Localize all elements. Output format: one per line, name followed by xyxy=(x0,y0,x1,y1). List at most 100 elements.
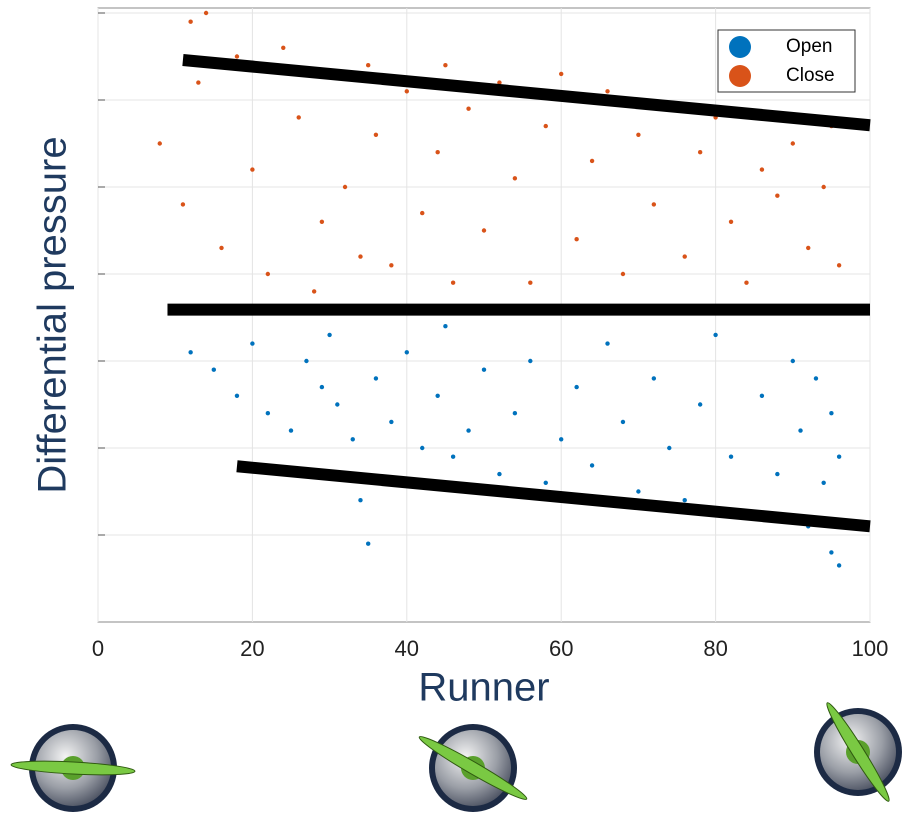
data-point xyxy=(790,141,795,146)
data-point xyxy=(420,210,425,216)
data-point xyxy=(281,45,286,50)
data-point xyxy=(443,62,448,68)
data-point xyxy=(497,80,502,85)
data-point xyxy=(311,289,317,294)
data-point xyxy=(813,376,819,381)
knob-icon xyxy=(418,724,528,812)
data-point xyxy=(836,563,842,568)
data-point xyxy=(188,350,193,355)
trend-line xyxy=(236,460,871,533)
x-tick-label: 20 xyxy=(240,636,264,661)
data-point xyxy=(358,498,363,503)
data-point xyxy=(605,341,610,346)
data-point xyxy=(319,219,325,224)
data-point xyxy=(443,324,448,329)
data-point xyxy=(342,184,348,190)
data-point xyxy=(350,437,355,442)
data-point xyxy=(420,445,425,451)
data-point xyxy=(366,62,371,68)
data-point xyxy=(775,193,780,198)
x-axis-label: Runner xyxy=(418,666,549,710)
data-point xyxy=(667,445,672,451)
data-point xyxy=(358,254,363,259)
data-point xyxy=(265,271,271,277)
data-point xyxy=(196,80,201,85)
data-point xyxy=(481,228,487,233)
data-point xyxy=(335,402,340,407)
knob-icon xyxy=(814,702,902,802)
data-point xyxy=(836,454,842,459)
data-point xyxy=(559,71,564,77)
x-tick-label: 60 xyxy=(549,636,573,661)
data-point xyxy=(296,115,301,120)
data-point xyxy=(528,280,533,285)
data-point xyxy=(512,411,518,416)
data-point xyxy=(574,384,579,390)
data-point xyxy=(234,393,240,398)
data-point xyxy=(389,263,394,268)
data-point xyxy=(373,376,379,381)
data-point xyxy=(366,541,371,546)
data-point xyxy=(620,419,626,425)
data-point xyxy=(836,263,842,268)
x-tick-label: 100 xyxy=(852,636,889,661)
data-point xyxy=(435,393,440,398)
data-point xyxy=(288,428,294,433)
data-point xyxy=(759,167,765,172)
data-point xyxy=(651,376,657,381)
legend-label: Open xyxy=(786,36,832,57)
data-point xyxy=(697,150,703,155)
trend-line xyxy=(182,54,871,132)
legend-marker xyxy=(729,65,751,87)
data-point xyxy=(829,550,834,555)
data-point xyxy=(250,167,255,172)
data-point xyxy=(821,184,826,190)
data-point xyxy=(389,419,394,425)
data-point xyxy=(404,89,409,94)
data-point xyxy=(559,437,564,442)
data-point xyxy=(759,393,765,398)
x-tick-label: 80 xyxy=(703,636,727,661)
data-point xyxy=(728,219,734,224)
data-point xyxy=(775,471,780,477)
data-point xyxy=(543,123,548,129)
data-point xyxy=(636,489,641,494)
data-point xyxy=(574,237,579,242)
x-tick-label: 40 xyxy=(395,636,419,661)
data-point xyxy=(605,89,610,94)
data-point xyxy=(543,480,548,485)
data-point xyxy=(250,341,255,346)
data-point xyxy=(636,132,641,137)
data-point xyxy=(821,480,826,485)
data-point xyxy=(620,271,626,277)
x-tick-label: 0 xyxy=(92,636,104,661)
data-point xyxy=(589,463,595,468)
data-point xyxy=(481,367,487,372)
data-point xyxy=(327,332,332,338)
data-point xyxy=(798,428,803,433)
data-point xyxy=(319,384,325,390)
legend-marker xyxy=(729,36,751,58)
data-point xyxy=(404,350,409,355)
data-point xyxy=(829,411,834,416)
data-point xyxy=(180,202,186,207)
data-point xyxy=(713,332,718,338)
data-point xyxy=(466,428,471,433)
data-point xyxy=(435,150,440,155)
data-point xyxy=(265,411,271,416)
data-point xyxy=(373,132,379,137)
data-point xyxy=(728,454,734,459)
knob-icon xyxy=(10,724,136,812)
data-point xyxy=(219,245,224,251)
data-point xyxy=(466,106,471,111)
y-axis-label: Differential pressure xyxy=(31,136,75,493)
data-point xyxy=(304,358,309,364)
data-point xyxy=(682,498,687,503)
data-point xyxy=(234,54,240,59)
data-point xyxy=(203,10,209,16)
data-point xyxy=(512,176,518,181)
data-point xyxy=(589,158,595,164)
data-point xyxy=(744,280,749,285)
data-point xyxy=(450,454,456,459)
